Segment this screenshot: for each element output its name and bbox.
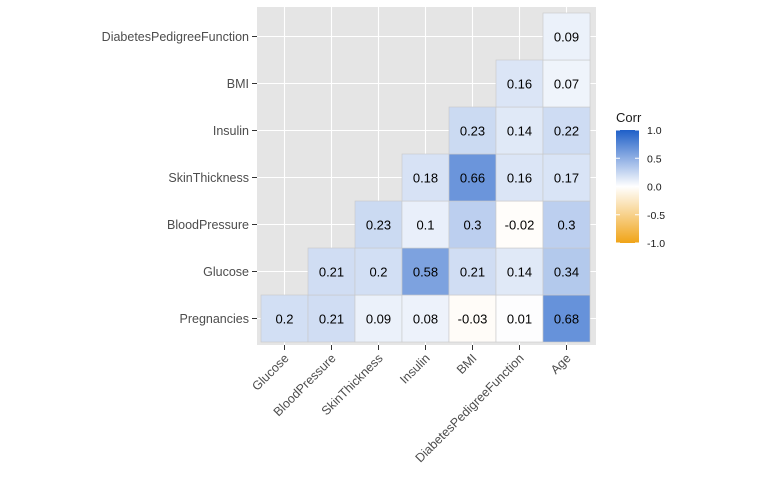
heatmap-cell: [401, 153, 450, 202]
y-tick-label: BloodPressure: [167, 218, 249, 232]
heatmap-cell: [542, 247, 591, 296]
heatmap-cell: [542, 12, 591, 61]
cell-value-label: 0.3: [463, 218, 481, 233]
cell-value-labels: 0.2 0.21 0.09 0.08 -0.03 0.01 0.68 0.21 0.2 0.58 0…: [275, 30, 579, 327]
cell-value-label: 0.68: [554, 312, 579, 327]
legend-tick-label: 0.5: [647, 153, 662, 165]
x-tick-label: Insulin: [397, 351, 432, 386]
heatmap-cell: [260, 294, 309, 343]
heatmap-cell: [542, 153, 591, 202]
heatmap-cell: [448, 106, 497, 155]
cell-value-label: -0.02: [505, 218, 535, 233]
cell-value-label: 0.23: [460, 124, 485, 139]
y-axis: Pregnancies Glucose BloodPressure SkinThick…: [102, 30, 257, 326]
legend-tick-label: -1.0: [647, 238, 665, 250]
cell-value-label: 0.2: [275, 312, 293, 327]
y-tick-label: BMI: [227, 77, 249, 91]
heatmap-cell: [542, 200, 591, 249]
x-tick-label: Age: [548, 351, 574, 377]
cell-value-label: 0.21: [460, 265, 485, 280]
cell-value-label: 0.18: [413, 171, 438, 186]
heatmap-cell: [401, 200, 450, 249]
heatmap-cell: [495, 153, 544, 202]
heatmap-cell: [307, 247, 356, 296]
cell-value-label: 0.14: [507, 265, 532, 280]
cell-value-label: 0.08: [413, 312, 438, 327]
y-tick-label: Glucose: [203, 265, 249, 279]
cell-value-label: 0.34: [554, 265, 579, 280]
legend-tick-label: 1.0: [647, 125, 662, 137]
heatmap-cell: [354, 294, 403, 343]
cell-value-label: 0.09: [554, 30, 579, 45]
legend-colorbar: [616, 130, 639, 243]
heatmap-cell: [495, 59, 544, 108]
y-tick-label: DiabetesPedigreeFunction: [102, 30, 249, 44]
heatmap-cell: [401, 247, 450, 296]
cell-value-label: 0.21: [319, 265, 344, 280]
cell-value-label: 0.01: [507, 312, 532, 327]
x-tick-label: BMI: [454, 351, 480, 377]
heatmap-cell: [495, 106, 544, 155]
legend-title: Corr: [616, 110, 642, 125]
cell-value-label: 0.21: [319, 312, 344, 327]
cell-value-label: -0.03: [458, 312, 488, 327]
heatmap-cell: [307, 294, 356, 343]
cell-value-label: 0.16: [507, 77, 532, 92]
cell-value-label: 0.66: [460, 171, 485, 186]
cell-value-label: 0.2: [369, 265, 387, 280]
legend-tick-label: -0.5: [647, 210, 665, 222]
y-tick-label: SkinThickness: [168, 171, 249, 185]
cell-value-label: 0.3: [557, 218, 575, 233]
cell-value-label: 0.22: [554, 124, 579, 139]
y-tick-label: Insulin: [213, 124, 249, 138]
cell-value-label: 0.17: [554, 171, 579, 186]
heatmap-cell: [495, 294, 544, 343]
cell-value-label: 0.09: [366, 312, 391, 327]
heatmap-cell: [354, 247, 403, 296]
cell-value-label: 0.58: [413, 265, 438, 280]
heatmap-cell: [495, 200, 544, 249]
cell-value-label: 0.07: [554, 77, 579, 92]
heatmap-cells: [260, 12, 591, 343]
y-tick-label: Pregnancies: [180, 312, 250, 326]
cell-value-label: 0.16: [507, 171, 532, 186]
legend-tick-label: 0.0: [647, 182, 662, 194]
cell-value-label: 0.1: [416, 218, 434, 233]
heatmap-cell: [542, 106, 591, 155]
legend: Corr 1.0 0.5 0.0 -0.5 -1.0: [616, 110, 665, 250]
cell-value-label: 0.23: [366, 218, 391, 233]
cell-value-label: 0.14: [507, 124, 532, 139]
heatmap-cell: [448, 200, 497, 249]
heatmap-cell: [542, 59, 591, 108]
x-tick-label: Glucose: [249, 351, 291, 393]
